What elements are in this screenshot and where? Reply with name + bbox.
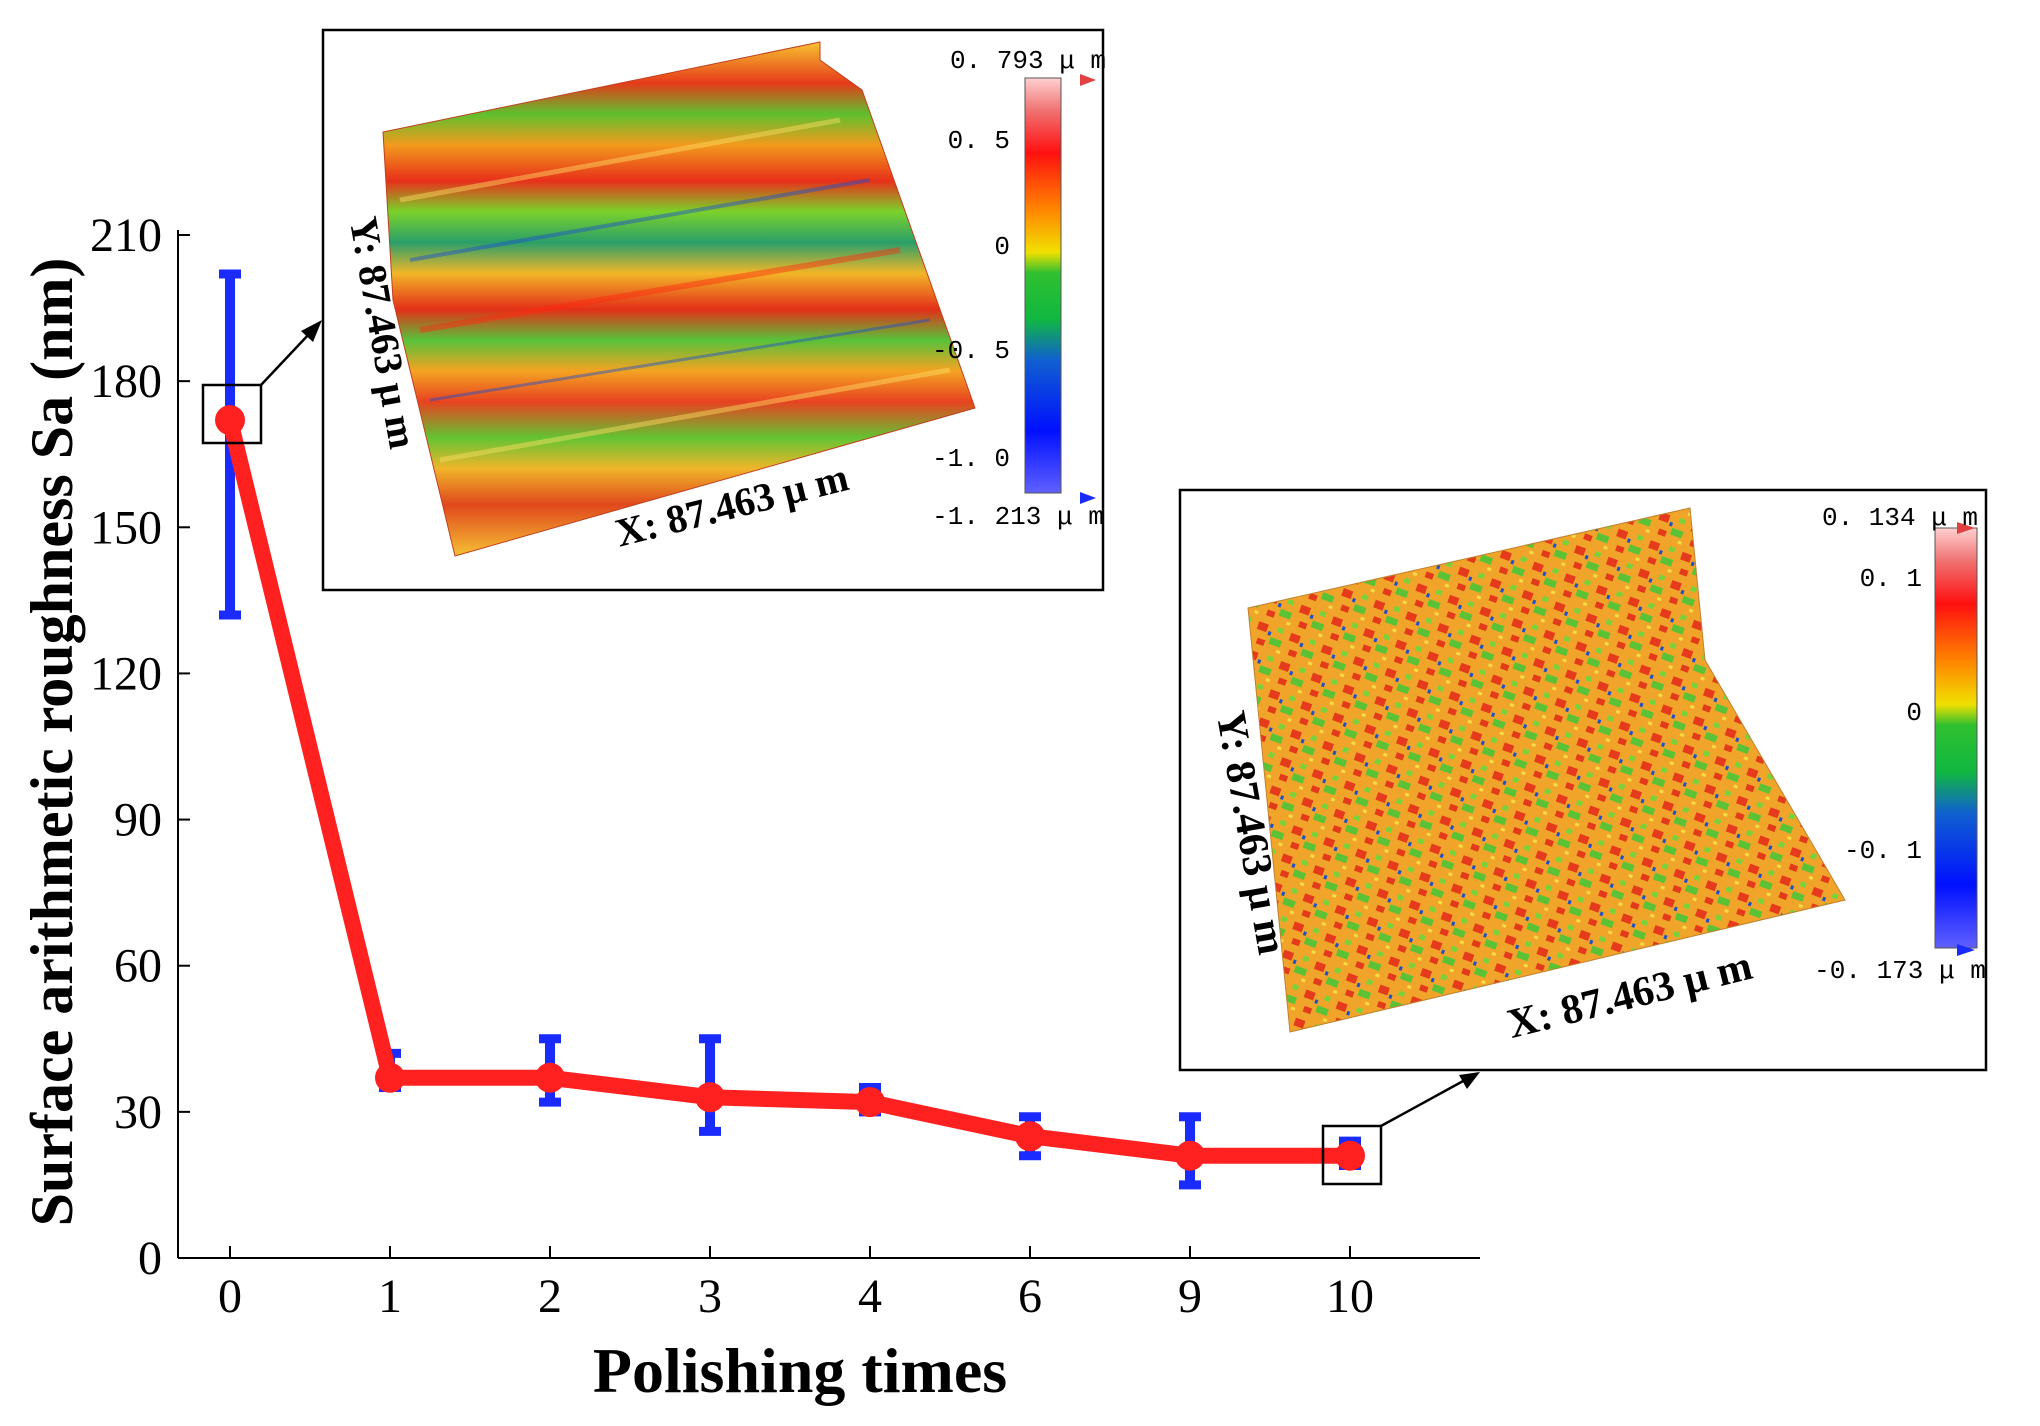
data-point [535,1062,565,1093]
x-tick-label: 0 [218,1270,242,1323]
surface-3d-rough [382,41,976,557]
x-tick-label: 2 [538,1270,562,1323]
colorbar-max-marker-10 [1957,522,1975,534]
data-point [695,1082,725,1113]
highlight-box-0 [201,383,263,445]
y-tick-label: 210 [90,209,162,262]
y-tick-label: 90 [114,794,162,847]
highlight-box-10 [1321,1124,1383,1186]
data-point [375,1062,405,1093]
colorbar-min-label-0: -1. 213 μ m [932,502,1104,532]
y-axis-label: Surface arithmetic roughness Sa (nm) [19,258,85,1227]
data-point [1175,1140,1205,1171]
colorbar-max-label-10: 0. 134 μ m [1822,503,1978,533]
colorbar-min-label-10: -0. 173 μ m [1814,956,1986,986]
colorbar-min-marker-0 [1080,492,1096,504]
x-tick-label: 3 [698,1270,722,1323]
colorbar-max-label-0: 0. 793 μ m [950,46,1106,76]
x-ticks: 0 1 2 3 4 6 9 10 [218,1246,1374,1323]
colorbar-tick-0-2: -0. 5 [932,336,1010,366]
colorbar-tick-0-3: -1. 0 [932,444,1010,474]
data-point [855,1087,885,1118]
colorbar-tick-10-2: -0. 1 [1844,836,1922,866]
data-points [215,405,1365,1171]
inset-surface-0: 0. 793 μ m -1. 213 μ m 0. 5 0 -0. 5 -1. … [321,28,1106,592]
y-tick-label: 0 [138,1232,162,1285]
y-tick-label: 120 [90,647,162,700]
colorbar-10 [1934,527,1978,949]
x-tick-label: 10 [1326,1270,1374,1323]
y-tick-label: 150 [90,501,162,554]
data-point [215,405,245,436]
x-tick-label: 6 [1018,1270,1042,1323]
colorbar-min-marker-10 [1957,944,1975,956]
colorbar-tick-10-0: 0. 1 [1860,564,1922,594]
inset-surface-10: 0. 134 μ m -0. 173 μ m 0. 1 0 -0. 1 Y: 8… [1178,488,1988,1072]
callout-arrow-10 [1380,1078,1466,1128]
data-point [1015,1121,1045,1152]
surface-streaks-0 [399,117,951,463]
colorbar-max-marker-0 [1080,74,1096,86]
colorbar-tick-0-0: 0. 5 [948,126,1010,156]
x-axis-label: Polishing times [593,1335,1007,1406]
callout-arrowhead-10 [1459,1072,1480,1089]
data-point [1335,1140,1365,1171]
y-tick-label: 30 [114,1086,162,1139]
x-tick-label: 1 [378,1270,402,1323]
series-line-sa [222,418,1350,1164]
surface-3d-smooth [1247,507,1846,1033]
y-tick-label: 60 [114,940,162,993]
callout-arrow-0 [260,332,311,386]
x-tick-label: 9 [1178,1270,1202,1323]
callout-arrowhead-0 [301,320,322,342]
y-tick-label: 180 [90,355,162,408]
colorbar-tick-10-1: 0 [1906,698,1922,728]
colorbar-tick-0-1: 0 [994,232,1010,262]
x-tick-label: 4 [858,1270,882,1323]
colorbar-0 [1024,77,1062,494]
y-ticks: 0 30 60 90 120 150 180 210 [90,209,190,1285]
